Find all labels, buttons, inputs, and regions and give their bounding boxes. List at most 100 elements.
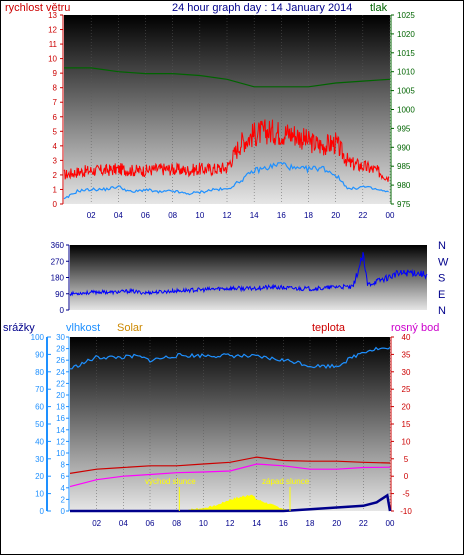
temperature-series [69, 456, 391, 474]
direction-plot-area [70, 245, 427, 310]
pressure-tick-label: 975 [397, 200, 411, 209]
wind-speed-tick-label: 1 [53, 185, 58, 194]
temperature-tick-label: 25 [402, 385, 411, 394]
pressure-tick-label: 995 [397, 124, 411, 133]
humidity-tick-label: 0 [61, 507, 66, 516]
temperature-tick-label: 15 [402, 420, 411, 429]
wind-x-tick-label: 16 [277, 211, 286, 220]
humidity-tick-label: 20 [56, 391, 65, 400]
rain-tick-label: 40 [35, 437, 44, 446]
rain-tick-label: 20 [35, 472, 44, 481]
temperature-tick-label: 40 [402, 333, 411, 342]
wind-speed-tick-label: 10 [48, 55, 57, 64]
wind-average-series [63, 161, 389, 200]
wind-x-tick-label: 10 [195, 211, 204, 220]
temperature-x-tick-label: 04 [119, 519, 128, 528]
wind-speed-tick-label: 3 [53, 156, 58, 165]
temperature-tick-label: 10 [402, 437, 411, 446]
humidity-tick-label: 6 [61, 472, 66, 481]
pressure-tick-label: 1010 [397, 68, 415, 77]
wind-x-tick-label: 12 [223, 211, 232, 220]
temperature-x-tick-label: 10 [199, 519, 208, 528]
wind-gust-series [63, 119, 390, 182]
wind-direction-series [69, 252, 428, 297]
sunrise-label: východ slunce [145, 477, 196, 486]
direction-tick-label: 270 [51, 257, 65, 266]
solar-series [183, 494, 290, 511]
rain-tick-label: 50 [35, 420, 44, 429]
rain-tick-label: 30 [35, 455, 44, 464]
dewpoint-series [69, 463, 391, 488]
temperature-x-tick-label: 12 [226, 519, 235, 528]
temperature-tick-label: 0 [404, 472, 409, 481]
humidity-tick-label: 12 [56, 437, 65, 446]
wind-speed-tick-label: 11 [49, 40, 58, 49]
humidity-series [70, 346, 391, 370]
temperature-x-tick-label: 20 [332, 519, 341, 528]
temperature-x-tick-label: 08 [172, 519, 181, 528]
temperature-tick-label: -5 [402, 490, 410, 499]
wind-x-tick-label: 20 [331, 211, 340, 220]
wind-speed-tick-label: 2 [53, 171, 58, 180]
temperature-x-tick-label: 22 [359, 519, 368, 528]
wind-speed-tick-label: 5 [53, 127, 58, 136]
compass-label: N [438, 240, 446, 252]
humidity-tick-label: 24 [56, 368, 65, 377]
humidity-tick-label: 2 [61, 495, 66, 504]
wind-x-tick-label: 00 [386, 211, 395, 220]
rain-tick-label: 60 [35, 403, 44, 412]
temperature-tick-label: 35 [402, 350, 411, 359]
wind-speed-tick-label: 6 [53, 113, 58, 122]
wind-speed-tick-label: 0 [53, 200, 58, 209]
direction-tick-label: 180 [51, 274, 65, 283]
rain-tick-label: 100 [31, 333, 45, 342]
direction-tick-label: 0 [60, 306, 65, 315]
temperature-x-tick-label: 16 [279, 519, 288, 528]
humidity-tick-label: 26 [56, 356, 65, 365]
humidity-tick-label: 22 [56, 379, 65, 388]
chart-title: 24 hour graph day : 14 January 2014 [172, 2, 352, 14]
rain-axis-title: srážky [3, 322, 35, 334]
wind-x-tick-label: 06 [141, 211, 150, 220]
wind-x-tick-label: 22 [358, 211, 367, 220]
compass-label: W [438, 256, 449, 268]
direction-tick-label: 360 [51, 241, 65, 250]
wind-plot-area [64, 15, 390, 204]
temperature-tick-label: 30 [402, 368, 411, 377]
wind-speed-tick-label: 9 [53, 69, 58, 78]
temperature-x-tick-label: 02 [92, 519, 101, 528]
wind-speed-tick-label: 13 [48, 11, 57, 20]
direction-tick-label: 90 [55, 290, 64, 299]
humidity-tick-label: 18 [56, 403, 65, 412]
pressure-series [64, 67, 391, 88]
compass-label: E [438, 289, 445, 301]
temperature-axis-title: teplota [312, 322, 346, 334]
rain-tick-label: 80 [35, 368, 44, 377]
rain-series [70, 493, 392, 513]
wind-speed-tick-label: 7 [53, 98, 58, 107]
humidity-tick-label: 16 [56, 414, 65, 423]
compass-label: N [438, 305, 446, 317]
pressure-tick-label: 1000 [397, 106, 415, 115]
wind-speed-tick-label: 4 [53, 142, 58, 151]
humidity-tick-label: 28 [56, 345, 65, 354]
rain-tick-label: 90 [35, 350, 44, 359]
compass-label: S [438, 273, 445, 285]
rain-tick-label: 10 [35, 490, 44, 499]
temperature-x-tick-label: 00 [386, 519, 395, 528]
dewpoint-axis-title: rosný bod [391, 322, 439, 334]
wind-x-tick-label: 08 [168, 211, 177, 220]
pressure-axis-title: tlak [370, 2, 388, 14]
wind-x-tick-label: 18 [304, 211, 313, 220]
sunset-label: západ slunce [262, 477, 310, 486]
humidity-tick-label: 14 [56, 426, 65, 435]
temperature-x-tick-label: 14 [252, 519, 261, 528]
solar-axis-title: Solar [117, 322, 143, 334]
pressure-tick-label: 1015 [397, 49, 415, 58]
temperature-tick-label: 20 [402, 403, 411, 412]
pressure-tick-label: 990 [397, 143, 411, 152]
wind-speed-tick-label: 12 [48, 26, 57, 35]
humidity-tick-label: 10 [56, 449, 65, 458]
wind-x-tick-label: 04 [114, 211, 123, 220]
